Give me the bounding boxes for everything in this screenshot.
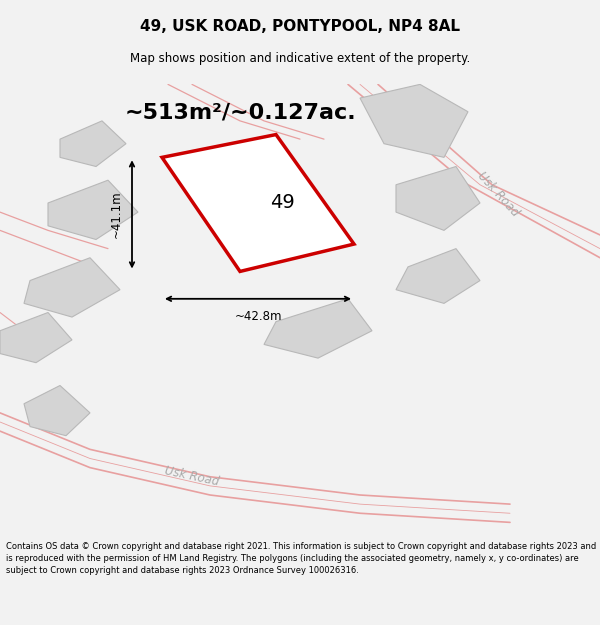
Text: Usk Road: Usk Road xyxy=(475,169,521,219)
Polygon shape xyxy=(162,134,354,271)
Polygon shape xyxy=(24,258,120,317)
Polygon shape xyxy=(396,249,480,303)
Polygon shape xyxy=(48,180,138,239)
Text: 49: 49 xyxy=(269,194,295,213)
Text: Map shows position and indicative extent of the property.: Map shows position and indicative extent… xyxy=(130,52,470,65)
Polygon shape xyxy=(264,299,372,358)
Text: ~513m²/~0.127ac.: ~513m²/~0.127ac. xyxy=(124,102,356,122)
Text: ~41.1m: ~41.1m xyxy=(110,191,123,238)
Text: 49, USK ROAD, PONTYPOOL, NP4 8AL: 49, USK ROAD, PONTYPOOL, NP4 8AL xyxy=(140,19,460,34)
Text: ~42.8m: ~42.8m xyxy=(234,310,282,323)
Polygon shape xyxy=(396,166,480,231)
Text: Usk Road: Usk Road xyxy=(164,464,220,489)
Polygon shape xyxy=(360,84,468,158)
Polygon shape xyxy=(0,312,72,362)
Text: Contains OS data © Crown copyright and database right 2021. This information is : Contains OS data © Crown copyright and d… xyxy=(6,542,596,575)
Polygon shape xyxy=(60,121,126,166)
Polygon shape xyxy=(24,386,90,436)
